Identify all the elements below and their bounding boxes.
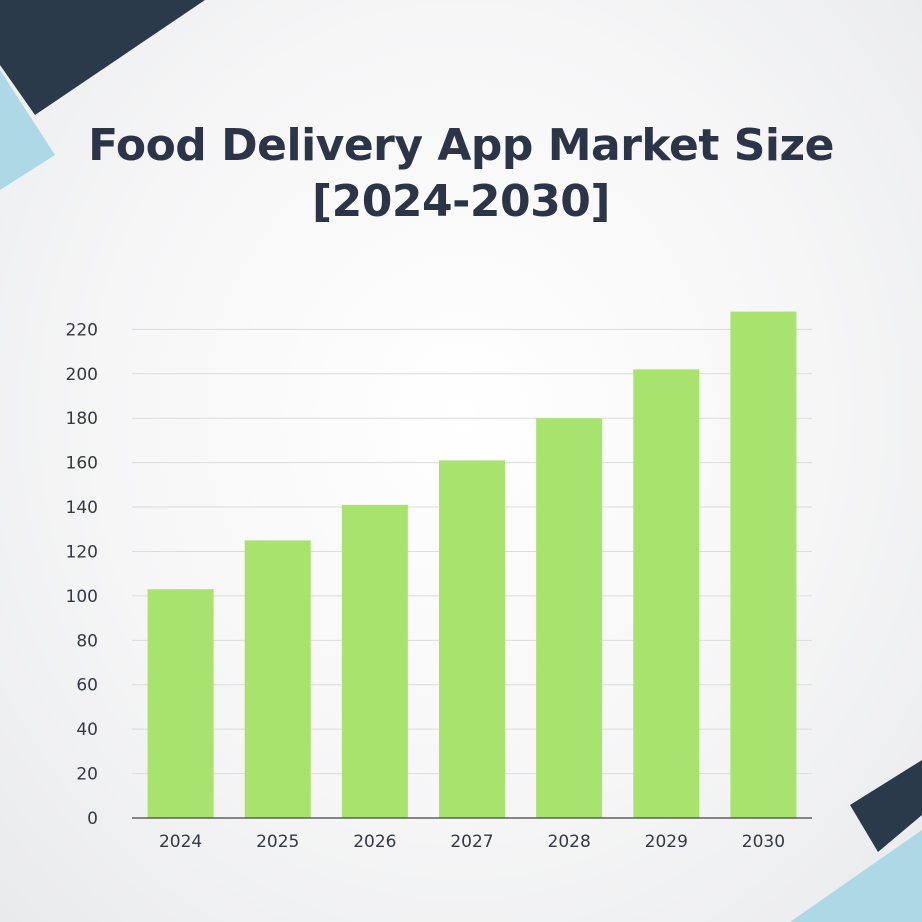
y-tick-label-220: 220 [66,320,98,340]
x-tick-label-2025: 2025 [256,832,299,852]
chart-title-line-1: Food Delivery App Market Size [88,120,834,171]
bar-2026 [341,504,408,818]
chart-title: Food Delivery App Market Size [2024-2030… [0,118,922,230]
x-tick-label-2028: 2028 [548,832,591,852]
y-tick-label-180: 180 [66,409,98,429]
bar-2030 [730,311,797,818]
bar-2029 [633,369,700,818]
y-tick-label-100: 100 [66,587,98,607]
bar-2027 [439,460,505,818]
y-tick-label-20: 20 [76,765,98,785]
y-tick-label-80: 80 [76,631,98,651]
y-tick-label-200: 200 [66,365,98,385]
x-tick-label-2030: 2030 [742,832,785,852]
top-left-dark-shape [0,0,205,115]
x-tick-label-2026: 2026 [353,832,396,852]
y-tick-label-140: 140 [66,498,98,518]
x-tick-label-2024: 2024 [159,832,202,852]
y-tick-label-120: 120 [66,542,98,562]
y-tick-label-160: 160 [66,454,98,474]
bottom-right-light-shape [790,830,922,922]
bottom-right-dark-shape [850,760,922,852]
x-tick-label-2029: 2029 [645,832,688,852]
y-tick-label-40: 40 [76,720,98,740]
chart-title-line-2: [2024-2030] [312,176,610,227]
x-tick-label-2027: 2027 [450,832,493,852]
top-left-light-triangle [0,70,55,190]
bar-2024 [147,589,214,818]
y-tick-label-60: 60 [76,676,98,696]
bar-2025 [244,540,311,818]
bar-2028 [536,418,603,818]
y-tick-label-0: 0 [87,809,98,829]
